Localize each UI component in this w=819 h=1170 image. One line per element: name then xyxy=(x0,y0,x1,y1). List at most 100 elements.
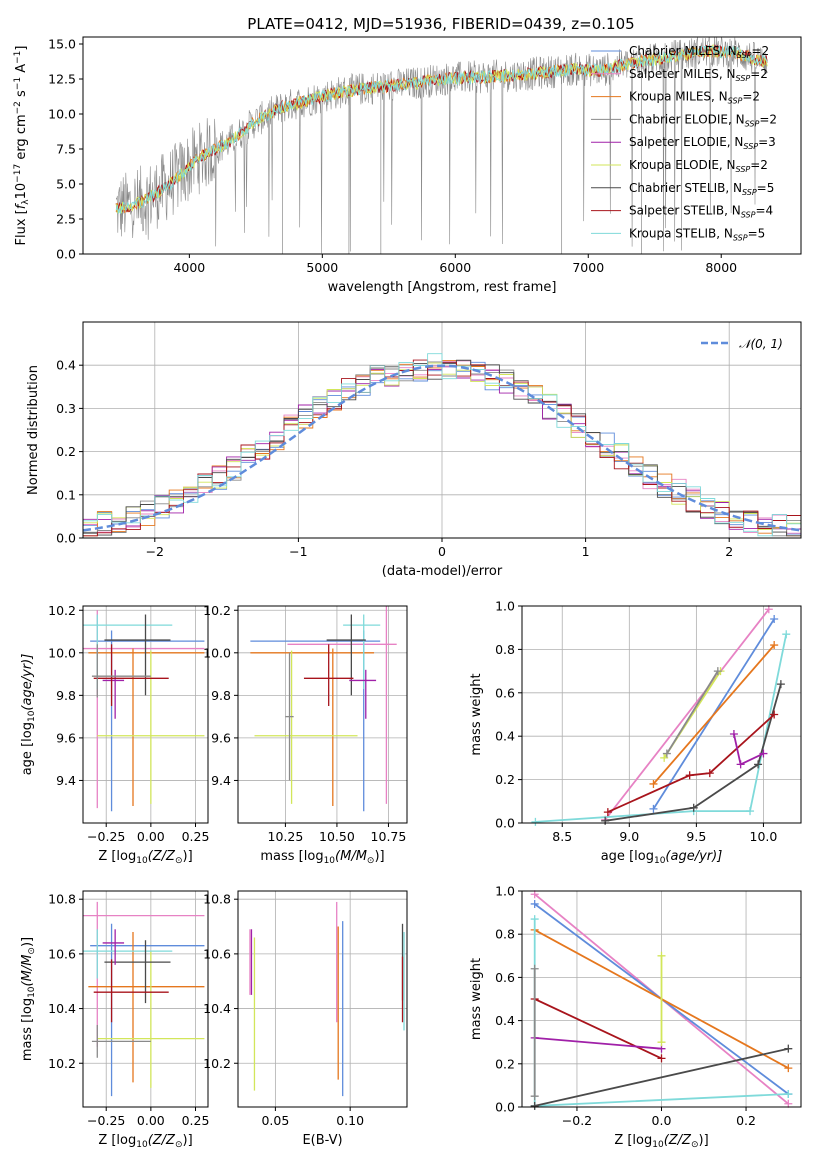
y-tick-label: 10.2 xyxy=(48,1056,76,1071)
series-line xyxy=(534,1047,789,1107)
series-marker xyxy=(705,769,714,778)
model-line-kroupa_stelib xyxy=(115,45,768,214)
series-marker xyxy=(689,803,698,812)
y-tick-label: 0.6 xyxy=(495,970,515,985)
y-tick-label: 0.2 xyxy=(495,1056,515,1071)
series-marker xyxy=(784,1064,793,1073)
histogram-kroupa_stelib xyxy=(83,353,801,537)
errorbars xyxy=(249,901,405,1097)
y-axis-label: Normed distribution xyxy=(26,365,41,495)
series-marker xyxy=(782,630,791,639)
x-tick-label: 4000 xyxy=(173,260,205,275)
y-tick-label: 9.4 xyxy=(56,773,76,788)
x-tick-label: 0.05 xyxy=(261,1113,289,1128)
series-marker xyxy=(530,964,539,973)
y-tick-label: 9.6 xyxy=(56,730,76,745)
y-tick-label: 10.2 xyxy=(203,603,231,618)
y-tick-label: 10.2 xyxy=(48,603,76,618)
y-tick-label: 0.6 xyxy=(495,685,515,700)
series-marker xyxy=(770,641,779,650)
series-marker xyxy=(603,808,612,817)
x-axis-label: (data-model)/error xyxy=(382,564,503,579)
residuals-panel: −2 −1 0 1 2 0.0 0.1 0.2 0.3 0.4 (data-model)/error… xyxy=(26,321,802,579)
y-tick-label: 10.8 xyxy=(203,892,231,907)
x-tick-label: 0.2 xyxy=(736,1113,756,1128)
x-tick-label: 10.0 xyxy=(750,829,778,844)
series xyxy=(531,605,791,826)
age-vs-Z-panel: −0.25 0.00 0.25 9.4 9.6 9.8 10.0 10.2 Z [log10(Z… xyxy=(20,603,209,866)
series-line xyxy=(534,998,662,1060)
legend-entry: Salpeter MILES, NSSP=2 xyxy=(629,67,768,83)
mass-vs-EBV-panel: 0.05 0.10 10.2 10.4 10.6 10.8 E(B-V) xyxy=(203,890,408,1148)
y-tick-label: 15.0 xyxy=(48,37,76,52)
errorbars xyxy=(83,901,205,1097)
x-axis-label: E(B-V) xyxy=(302,1133,342,1148)
spectrum-lines xyxy=(115,37,769,254)
series-line xyxy=(652,644,775,785)
series-line xyxy=(666,670,719,755)
y-tick-label: 0.1 xyxy=(56,487,76,502)
series-marker xyxy=(784,1090,793,1099)
age-vs-mass-panel: 10.25 10.50 10.75 9.4 9.6 9.8 10.0 10.2 mass [lo… xyxy=(203,603,408,866)
series-marker xyxy=(530,1101,539,1110)
mass-vs-Z-panel: −0.25 0.00 0.25 10.2 10.4 10.6 10.8 Z [log10(Z/… xyxy=(20,890,210,1150)
y-tick-label: 0.2 xyxy=(56,444,76,459)
series-marker xyxy=(770,615,779,624)
y-tick-label: 10.6 xyxy=(203,946,231,961)
axes-frame xyxy=(82,36,802,255)
series-marker xyxy=(662,749,671,758)
y-tick-label: 9.4 xyxy=(211,773,231,788)
y-tick-label: 0.0 xyxy=(56,247,76,262)
series-marker xyxy=(530,899,539,908)
legend-entry: Salpeter ELODIE, NSSP=3 xyxy=(629,135,776,151)
legend-entry: Kroupa MILES, NSSP=2 xyxy=(629,90,760,106)
x-axis-label: Z [log10(Z/Z⊙)] xyxy=(614,1133,708,1150)
series-marker xyxy=(770,710,779,719)
x-tick-label: 0.0 xyxy=(652,1113,672,1128)
axes-frame xyxy=(521,605,802,824)
series-marker xyxy=(754,760,763,769)
x-tick-label: 0.25 xyxy=(182,829,210,844)
x-tick-label: 9.0 xyxy=(619,829,639,844)
series-marker xyxy=(764,605,773,614)
x-tick-label: 1 xyxy=(582,544,590,559)
x-tick-label: 8.5 xyxy=(552,829,572,844)
x-tick-label: 2 xyxy=(725,544,733,559)
x-axis-label: mass [log10(M/M⊙)] xyxy=(260,849,384,866)
x-tick-label: −2 xyxy=(146,544,164,559)
y-tick-label: 10.2 xyxy=(203,1056,231,1071)
x-tick-label: −0.25 xyxy=(87,829,125,844)
y-tick-label: 12.5 xyxy=(48,72,76,87)
y-axis-label: age [log10(age/yr)] xyxy=(20,654,37,776)
y-tick-label: 10.4 xyxy=(48,1001,76,1016)
x-tick-label: 0.00 xyxy=(137,1113,165,1128)
series-line xyxy=(604,608,770,821)
series-marker xyxy=(657,1054,666,1063)
histograms xyxy=(83,353,801,537)
y-tick-label: 1.0 xyxy=(495,884,515,899)
series-marker xyxy=(736,760,745,769)
series-marker xyxy=(784,1099,793,1108)
x-tick-label: 6000 xyxy=(439,260,471,275)
x-tick-label: −1 xyxy=(289,544,307,559)
y-tick-label: 7.5 xyxy=(56,142,76,157)
y-tick-label: 10.0 xyxy=(48,645,76,660)
y-tick-label: 10.6 xyxy=(48,946,76,961)
y-axis-label: mass [log10(M/M⊙)] xyxy=(20,937,37,1061)
series-marker xyxy=(729,730,738,739)
x-tick-label: 0.25 xyxy=(182,1113,210,1128)
series-marker xyxy=(784,1044,793,1053)
legend-entry: Kroupa ELODIE, NSSP=2 xyxy=(629,158,768,174)
axes-frame xyxy=(237,890,408,1108)
x-tick-label: 0 xyxy=(438,544,446,559)
axes-frame xyxy=(82,890,209,1108)
series-marker xyxy=(657,1038,666,1047)
series-marker xyxy=(685,771,694,780)
series-line xyxy=(607,713,775,813)
x-axis-label: Z [log10(Z/Z⊙)] xyxy=(98,849,192,866)
x-tick-label: 7000 xyxy=(572,260,604,275)
y-tick-label: 0.3 xyxy=(56,401,76,416)
y-tick-label: 0.8 xyxy=(495,927,515,942)
series-marker xyxy=(776,680,785,689)
y-tick-label: 5.0 xyxy=(56,177,76,192)
